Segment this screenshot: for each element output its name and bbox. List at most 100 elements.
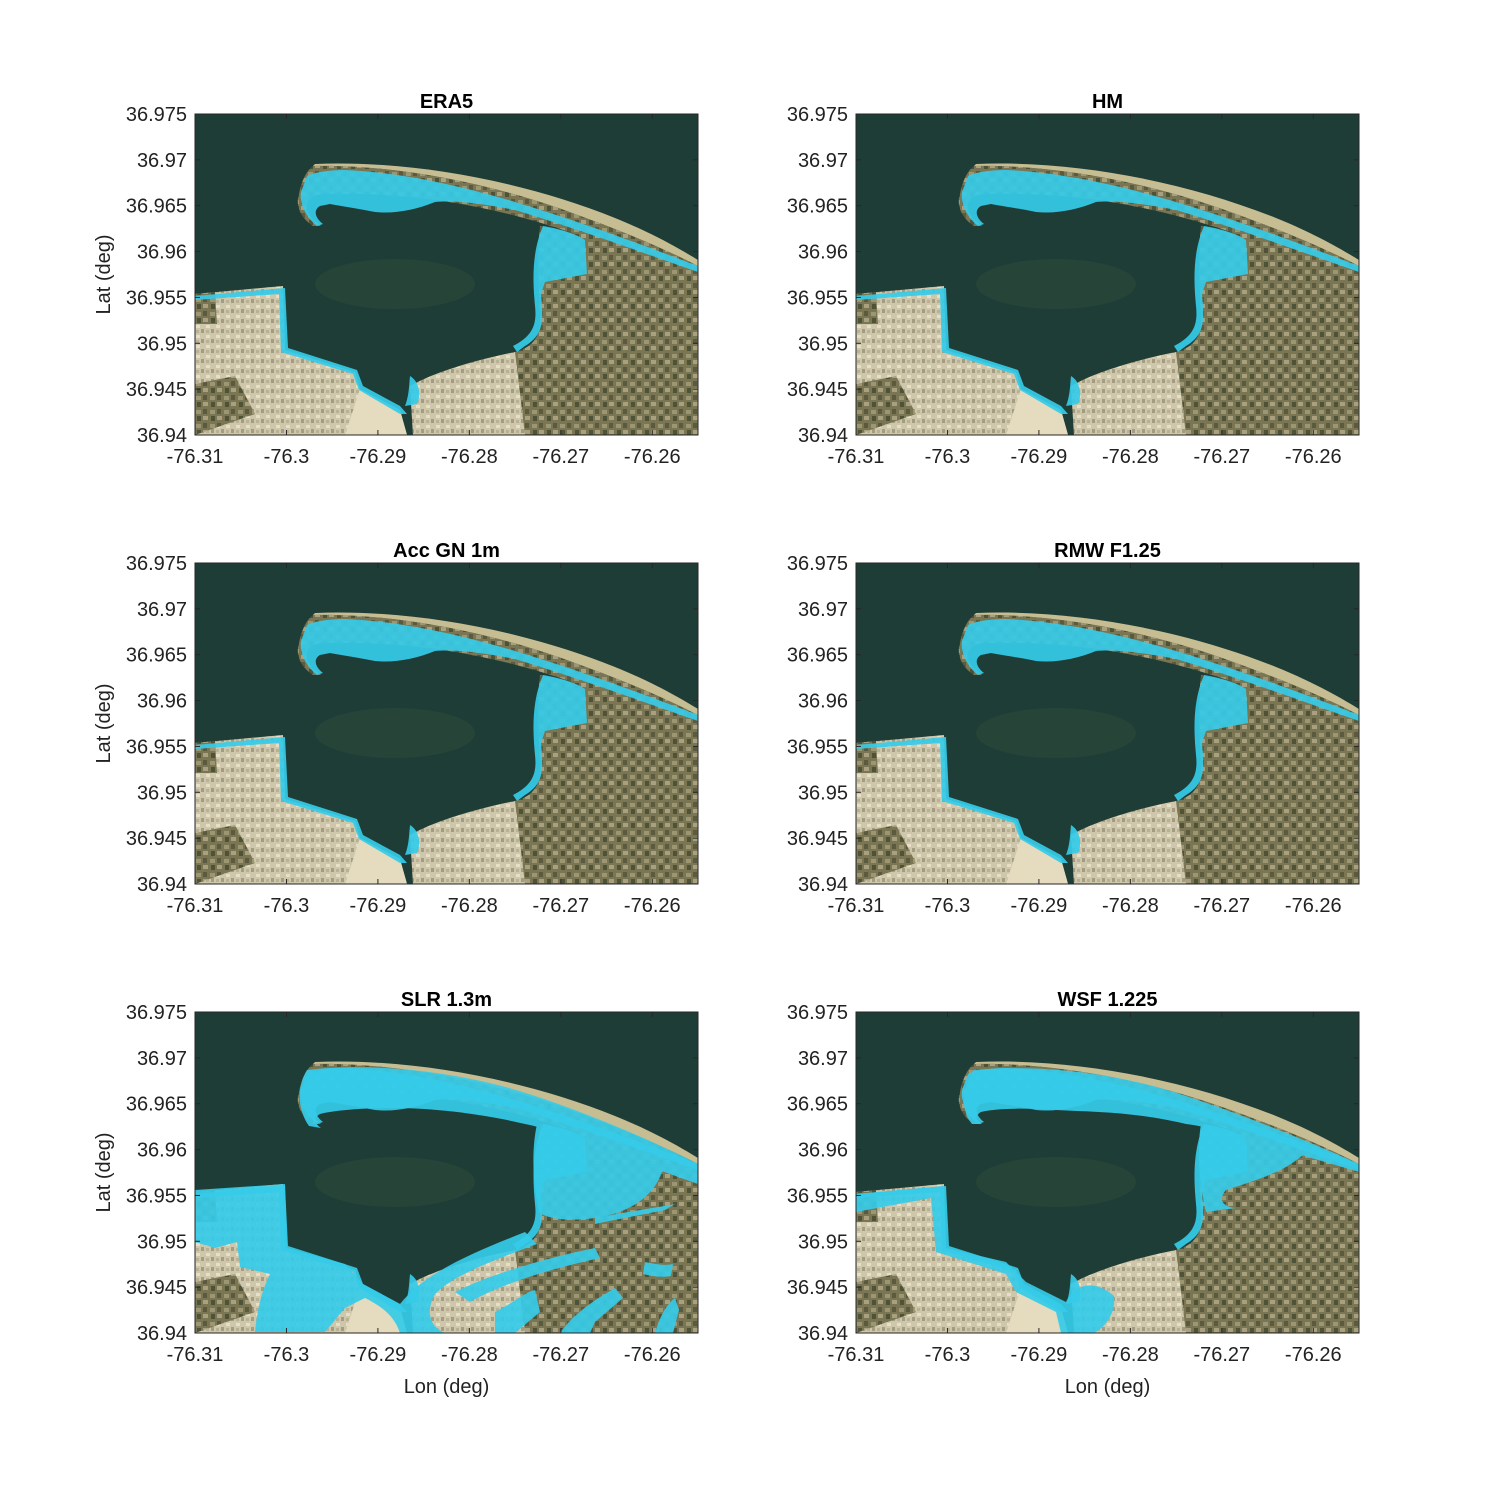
x-tick-label: -76.28 bbox=[1102, 895, 1159, 917]
x-tick-label: -76.28 bbox=[1102, 446, 1159, 468]
y-tick-label: 36.945 bbox=[126, 1277, 187, 1299]
y-tick-label: 36.945 bbox=[787, 379, 848, 401]
y-axis-label: Lat (deg) bbox=[93, 683, 115, 763]
basemap bbox=[195, 563, 698, 884]
y-tick-label: 36.94 bbox=[798, 874, 848, 896]
y-tick-label: 36.975 bbox=[126, 553, 187, 575]
x-tick-label: -76.31 bbox=[828, 1344, 885, 1366]
axes-frame bbox=[855, 1011, 1360, 1334]
y-tick-label: 36.955 bbox=[126, 736, 187, 758]
x-tick-label: -76.28 bbox=[441, 895, 498, 917]
x-tick-label: -76.26 bbox=[1285, 446, 1342, 468]
y-tick-label: 36.955 bbox=[787, 736, 848, 758]
map-image bbox=[856, 114, 1359, 435]
y-tick-label: 36.95 bbox=[798, 1231, 848, 1253]
axes-frame bbox=[194, 1011, 699, 1334]
map-image bbox=[195, 114, 698, 435]
x-tick-label: -76.31 bbox=[828, 446, 885, 468]
panel-title: ERA5 bbox=[420, 91, 473, 113]
y-tick-label: 36.965 bbox=[787, 1094, 848, 1116]
panel-title: WSF 1.225 bbox=[1057, 989, 1157, 1011]
axes-frame bbox=[194, 562, 699, 885]
y-tick-label: 36.955 bbox=[126, 287, 187, 309]
x-tick-label: -76.28 bbox=[1102, 1344, 1159, 1366]
panel: -76.31 -76.3 -76.29 -76.28 -76.27 -76.26 36.97… bbox=[93, 540, 699, 917]
y-tick-label: 36.975 bbox=[787, 553, 848, 575]
x-tick-label: -76.27 bbox=[532, 1344, 589, 1366]
y-tick-label: 36.97 bbox=[798, 599, 848, 621]
axes-frame bbox=[855, 113, 1360, 436]
basemap bbox=[856, 563, 1359, 884]
y-tick-label: 36.95 bbox=[798, 333, 848, 355]
map-image bbox=[856, 563, 1359, 884]
y-tick-label: 36.975 bbox=[126, 1002, 187, 1024]
x-tick-label: -76.29 bbox=[350, 446, 407, 468]
axes-frame bbox=[194, 113, 699, 436]
x-tick-label: -76.29 bbox=[350, 1344, 407, 1366]
x-tick-label: -76.3 bbox=[264, 446, 310, 468]
y-tick-label: 36.945 bbox=[787, 1277, 848, 1299]
y-axis-label: Lat (deg) bbox=[93, 234, 115, 314]
y-tick-label: 36.945 bbox=[126, 828, 187, 850]
y-tick-label: 36.975 bbox=[787, 1002, 848, 1024]
y-tick-label: 36.945 bbox=[126, 379, 187, 401]
x-tick-label: -76.27 bbox=[1193, 895, 1250, 917]
y-tick-label: 36.97 bbox=[798, 150, 848, 172]
y-tick-label: 36.955 bbox=[787, 1185, 848, 1207]
y-tick-label: 36.965 bbox=[126, 196, 187, 218]
x-tick-label: -76.27 bbox=[532, 446, 589, 468]
y-tick-label: 36.955 bbox=[126, 1185, 187, 1207]
axes-frame bbox=[855, 562, 1360, 885]
y-tick-label: 36.94 bbox=[798, 1323, 848, 1345]
y-tick-label: 36.97 bbox=[137, 1048, 187, 1070]
x-tick-label: -76.26 bbox=[1285, 1344, 1342, 1366]
panel-title: SLR 1.3m bbox=[401, 989, 492, 1011]
y-tick-label: 36.965 bbox=[126, 645, 187, 667]
x-tick-label: -76.3 bbox=[925, 1344, 971, 1366]
y-tick-label: 36.94 bbox=[798, 425, 848, 447]
basemap bbox=[856, 1012, 1359, 1333]
flood-extent bbox=[856, 1068, 1359, 1333]
x-tick-label: -76.3 bbox=[264, 895, 310, 917]
y-tick-label: 36.97 bbox=[798, 1048, 848, 1070]
y-tick-label: 36.975 bbox=[787, 104, 848, 126]
x-tick-label: -76.31 bbox=[167, 1344, 224, 1366]
y-tick-label: 36.95 bbox=[798, 782, 848, 804]
y-tick-label: 36.96 bbox=[137, 1140, 187, 1162]
y-tick-label: 36.965 bbox=[787, 645, 848, 667]
x-tick-label: -76.29 bbox=[1011, 446, 1068, 468]
y-tick-label: 36.95 bbox=[137, 1231, 187, 1253]
y-tick-label: 36.965 bbox=[126, 1094, 187, 1116]
x-tick-label: -76.29 bbox=[350, 895, 407, 917]
y-tick-label: 36.96 bbox=[798, 242, 848, 264]
panel: -76.31 -76.3 -76.29 -76.28 -76.27 -76.26 36.97… bbox=[787, 989, 1360, 1398]
y-tick-label: 36.94 bbox=[137, 1323, 187, 1345]
y-tick-label: 36.965 bbox=[787, 196, 848, 218]
x-tick-label: -76.27 bbox=[532, 895, 589, 917]
y-tick-label: 36.955 bbox=[787, 287, 848, 309]
x-tick-label: -76.29 bbox=[1011, 1344, 1068, 1366]
flood-extent bbox=[195, 1067, 698, 1333]
x-tick-label: -76.28 bbox=[441, 446, 498, 468]
basemap bbox=[856, 114, 1359, 435]
y-tick-label: 36.94 bbox=[137, 874, 187, 896]
y-tick-label: 36.94 bbox=[137, 425, 187, 447]
x-tick-label: -76.31 bbox=[167, 446, 224, 468]
y-tick-label: 36.97 bbox=[137, 150, 187, 172]
x-tick-label: -76.26 bbox=[624, 1344, 681, 1366]
x-tick-label: -76.27 bbox=[1193, 446, 1250, 468]
panel-title: RMW F1.25 bbox=[1054, 540, 1161, 562]
y-tick-label: 36.96 bbox=[798, 1140, 848, 1162]
x-tick-label: -76.27 bbox=[1193, 1344, 1250, 1366]
y-tick-label: 36.96 bbox=[137, 242, 187, 264]
map-image bbox=[195, 1012, 698, 1333]
x-tick-label: -76.31 bbox=[167, 895, 224, 917]
map-image bbox=[856, 1012, 1359, 1333]
y-tick-label: 36.975 bbox=[126, 104, 187, 126]
y-axis-label: Lat (deg) bbox=[93, 1132, 115, 1212]
x-axis-label: Lon (deg) bbox=[404, 1376, 490, 1398]
map-image bbox=[195, 563, 698, 884]
x-tick-label: -76.3 bbox=[264, 1344, 310, 1366]
panel-title: HM bbox=[1092, 91, 1123, 113]
